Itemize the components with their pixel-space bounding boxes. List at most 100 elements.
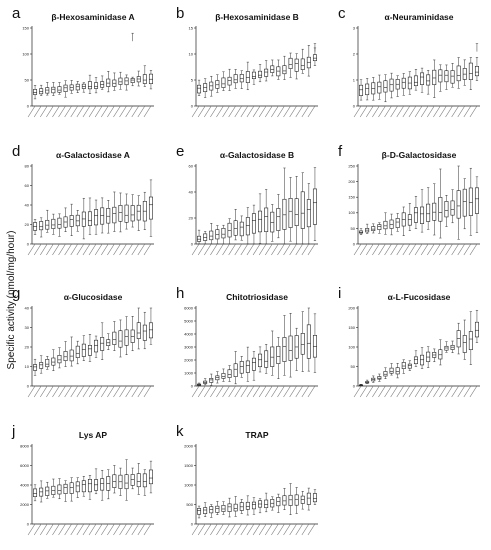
x-category-label xyxy=(283,385,291,398)
y-tick-label: 500 xyxy=(186,502,193,507)
x-category-label xyxy=(58,105,66,118)
x-category-label xyxy=(264,523,273,536)
box-i-2 xyxy=(359,379,370,398)
box-body xyxy=(245,71,250,83)
x-category-label xyxy=(307,105,316,118)
y-tick-label: 200 xyxy=(348,179,355,184)
box-h-8 xyxy=(234,356,244,398)
box-body xyxy=(251,71,256,79)
x-category-label xyxy=(197,243,206,256)
y-tick-label: 20 xyxy=(25,344,30,349)
x-category-label xyxy=(252,385,261,398)
panel-e: e α-Galactosidase B 0 20 40 60 xyxy=(176,143,318,256)
box-d-15 xyxy=(113,192,123,256)
x-category-label xyxy=(191,243,200,256)
box-k-14 xyxy=(271,493,281,536)
box-body xyxy=(63,351,68,362)
x-category-label xyxy=(82,105,91,118)
box-d-12 xyxy=(94,197,105,256)
x-category-label xyxy=(70,105,79,118)
box-body xyxy=(395,367,400,375)
x-category-label xyxy=(234,243,243,256)
box-body xyxy=(124,474,129,490)
box-j-12 xyxy=(94,469,105,536)
y-tick-label: 15 xyxy=(189,25,194,30)
x-category-label xyxy=(52,523,60,536)
box-f-14 xyxy=(433,168,443,256)
x-category-label xyxy=(457,243,466,256)
box-k-17 xyxy=(289,487,299,536)
box-g-4 xyxy=(46,349,56,398)
panel-letter: d xyxy=(12,143,20,160)
box-body xyxy=(282,198,287,230)
x-category-label xyxy=(33,243,42,256)
box-body xyxy=(389,78,394,92)
box-body xyxy=(401,77,406,89)
x-category-label xyxy=(191,385,200,398)
box-d-2 xyxy=(33,217,44,256)
x-category-label xyxy=(307,385,316,398)
panel-title: α-Glucosidase xyxy=(64,292,123,302)
x-category-label xyxy=(359,243,368,256)
x-category-label xyxy=(271,105,279,118)
box-c-1 xyxy=(353,79,364,118)
x-category-label xyxy=(289,243,297,256)
x-category-label xyxy=(353,243,362,256)
box-e-1 xyxy=(191,229,202,256)
box-body xyxy=(106,208,111,224)
box-d-4 xyxy=(46,213,56,256)
box-f-10 xyxy=(408,196,418,256)
y-tick-label: 0 xyxy=(191,521,194,526)
box-body xyxy=(51,218,56,229)
box-e-8 xyxy=(234,215,244,256)
x-category-label xyxy=(27,243,36,256)
box-body xyxy=(294,58,299,72)
x-category-label xyxy=(433,105,441,118)
x-category-label xyxy=(119,243,127,256)
x-category-label xyxy=(283,523,291,536)
x-category-label xyxy=(52,243,60,256)
box-a-18 xyxy=(131,70,141,118)
panel-letter: j xyxy=(11,423,15,440)
box-d-10 xyxy=(82,197,92,256)
box-body xyxy=(215,80,220,89)
y-tick-label: 50 xyxy=(351,364,356,369)
x-category-label xyxy=(143,105,152,118)
box-body xyxy=(288,335,293,361)
box-k-3 xyxy=(203,504,214,536)
x-category-label xyxy=(222,243,230,256)
panel-title: α-Galactosidase B xyxy=(220,150,294,160)
box-body xyxy=(251,501,256,510)
box-d-1 xyxy=(27,219,38,256)
x-category-label xyxy=(125,243,133,256)
x-category-label xyxy=(246,105,255,118)
panel-letter: e xyxy=(176,143,184,160)
box-i-4 xyxy=(372,373,382,398)
box-body xyxy=(245,217,250,236)
box-body xyxy=(312,493,317,503)
x-category-label xyxy=(277,385,285,398)
box-body xyxy=(118,77,123,85)
panel-f: f β-D-Galactosidase 0 50 100 150 200 250 xyxy=(338,143,480,256)
y-tick-label: 50 xyxy=(25,77,30,82)
box-body xyxy=(245,360,250,373)
x-category-label xyxy=(52,385,60,398)
box-d-13 xyxy=(100,200,111,256)
box-body xyxy=(258,353,263,368)
box-body xyxy=(438,197,443,222)
box-body xyxy=(300,191,305,229)
x-category-label xyxy=(353,105,362,118)
box-j-16 xyxy=(119,459,129,536)
box-i-7 xyxy=(390,363,400,398)
x-category-label xyxy=(210,243,218,256)
x-category-label xyxy=(64,105,72,118)
box-j-15 xyxy=(113,467,123,536)
box-body xyxy=(136,322,141,339)
x-category-label xyxy=(131,385,140,398)
box-f-2 xyxy=(359,223,370,256)
box-body xyxy=(57,484,62,495)
panel-letter: h xyxy=(176,285,184,302)
x-category-label xyxy=(88,523,97,536)
panel-letter: g xyxy=(12,285,20,302)
box-body xyxy=(39,88,44,95)
